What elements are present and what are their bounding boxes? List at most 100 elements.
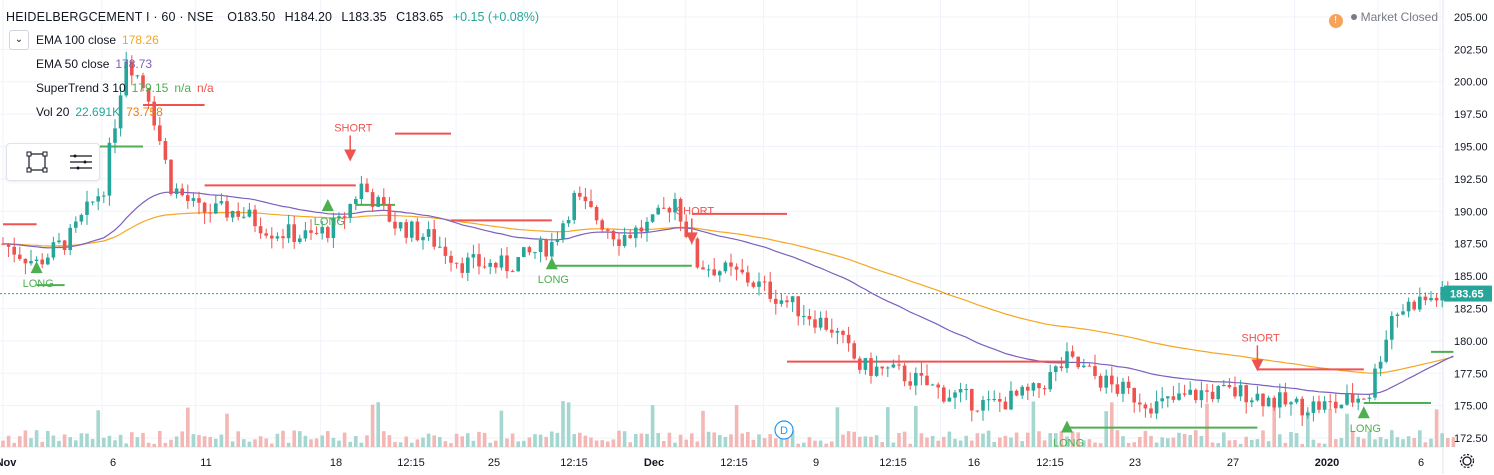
indicator-ema50[interactable]: EMA 50 close 178.73 bbox=[36, 57, 152, 71]
chart-settings-button[interactable] bbox=[1458, 452, 1476, 470]
volume-bar bbox=[606, 441, 610, 447]
candle-body bbox=[1143, 404, 1148, 409]
candle bbox=[544, 238, 548, 261]
candle bbox=[1356, 395, 1360, 411]
candle bbox=[863, 357, 868, 375]
indicator-volume[interactable]: Vol 20 22.691K 73.758 bbox=[36, 105, 163, 119]
candle-body bbox=[1429, 297, 1433, 301]
volume-bar bbox=[326, 431, 330, 447]
candle-body bbox=[807, 316, 812, 320]
volume-bar bbox=[1345, 413, 1349, 447]
candle bbox=[796, 296, 800, 326]
high-value: H184.20 bbox=[284, 10, 332, 24]
candle bbox=[1278, 383, 1282, 419]
candle bbox=[1205, 383, 1209, 403]
volume-bar bbox=[449, 443, 453, 447]
market-status[interactable]: ! Market Closed bbox=[1328, 10, 1438, 28]
indicator-supertrend[interactable]: SuperTrend 3 10 179.15 n/a n/a bbox=[36, 81, 214, 95]
candle bbox=[1328, 393, 1332, 410]
candle-body bbox=[214, 203, 218, 214]
candle bbox=[443, 237, 448, 264]
candle bbox=[606, 228, 610, 239]
volume-bar bbox=[1182, 433, 1187, 447]
candle-body bbox=[1261, 393, 1265, 407]
signal-label: LONG bbox=[314, 216, 345, 228]
candle bbox=[1065, 342, 1069, 373]
candle-body bbox=[158, 125, 162, 142]
candle-body bbox=[706, 269, 711, 271]
candle-body bbox=[796, 296, 800, 317]
candle-body bbox=[555, 239, 560, 242]
candle bbox=[1160, 387, 1164, 409]
volume-bar bbox=[510, 433, 515, 447]
candle-body bbox=[23, 258, 28, 264]
candle bbox=[1334, 393, 1338, 414]
candle bbox=[617, 232, 621, 256]
candle-body bbox=[46, 257, 50, 265]
candle-body bbox=[1423, 296, 1428, 301]
volume-bar bbox=[314, 438, 319, 447]
candle bbox=[505, 247, 509, 279]
candle bbox=[774, 289, 778, 315]
volume-bar bbox=[1087, 439, 1092, 447]
candle bbox=[695, 237, 700, 269]
candle bbox=[1440, 280, 1444, 308]
volume-bar bbox=[382, 431, 386, 447]
volume-bar bbox=[482, 432, 487, 447]
volume-bar bbox=[1188, 435, 1192, 447]
volume-bar bbox=[1093, 442, 1097, 447]
candle-body bbox=[930, 384, 935, 386]
candle-body bbox=[1238, 385, 1243, 397]
candle-body bbox=[1328, 401, 1332, 403]
candle bbox=[62, 239, 67, 255]
rectangle-tool-button[interactable] bbox=[23, 148, 51, 176]
volume-bar bbox=[516, 441, 520, 447]
candle-body bbox=[858, 358, 862, 370]
candle bbox=[242, 207, 246, 219]
volume-bar bbox=[740, 433, 744, 447]
candle-body bbox=[639, 227, 644, 232]
candle-body bbox=[208, 212, 212, 214]
candle bbox=[124, 51, 128, 98]
candle-body bbox=[841, 331, 845, 335]
candle-body bbox=[34, 259, 39, 262]
volume-bar bbox=[387, 435, 392, 447]
volume-bar bbox=[1126, 442, 1131, 447]
volume-bar bbox=[1418, 430, 1422, 447]
candle bbox=[135, 74, 140, 79]
collapse-legend-button[interactable]: ⌄ bbox=[9, 30, 29, 50]
volume-bar bbox=[818, 440, 823, 447]
signal-label: SHORT bbox=[334, 122, 373, 134]
candle-body bbox=[1104, 375, 1108, 388]
symbol-name[interactable]: HEIDELBERGCEMENT I · 60 · NSE bbox=[6, 10, 214, 24]
info-icon[interactable]: ! bbox=[1328, 14, 1343, 28]
candle bbox=[1401, 304, 1405, 316]
price-axis: 205.00 202.50 200.00 197.50 195.00 192.50 190.… bbox=[1454, 12, 1488, 445]
volume-bar bbox=[404, 436, 408, 447]
candle-body bbox=[62, 240, 67, 251]
status-dot-icon bbox=[1350, 14, 1357, 20]
candle bbox=[779, 293, 784, 307]
candle-body bbox=[1373, 368, 1377, 398]
candle bbox=[1138, 393, 1142, 413]
ohlc-values: O183.50 H184.20 L183.35 C183.65 +0.15 (+… bbox=[227, 10, 545, 24]
candle-body bbox=[729, 262, 733, 267]
volume-bar bbox=[158, 430, 162, 447]
candle bbox=[1177, 382, 1181, 401]
candle-body bbox=[701, 267, 705, 270]
candle bbox=[79, 213, 84, 225]
grid-lines bbox=[0, 0, 1443, 447]
candle bbox=[1216, 384, 1220, 403]
candle-body bbox=[891, 364, 896, 368]
candle-body bbox=[986, 399, 991, 401]
volume-bar bbox=[1272, 400, 1276, 447]
candle bbox=[925, 364, 929, 386]
indicator-ema100[interactable]: EMA 100 close 178.26 bbox=[36, 33, 159, 47]
time-tick-label: 6 bbox=[1418, 457, 1424, 469]
candle-body bbox=[550, 241, 554, 257]
candle bbox=[29, 249, 33, 266]
candle bbox=[1042, 385, 1047, 396]
settings-lines-button[interactable] bbox=[67, 148, 95, 176]
